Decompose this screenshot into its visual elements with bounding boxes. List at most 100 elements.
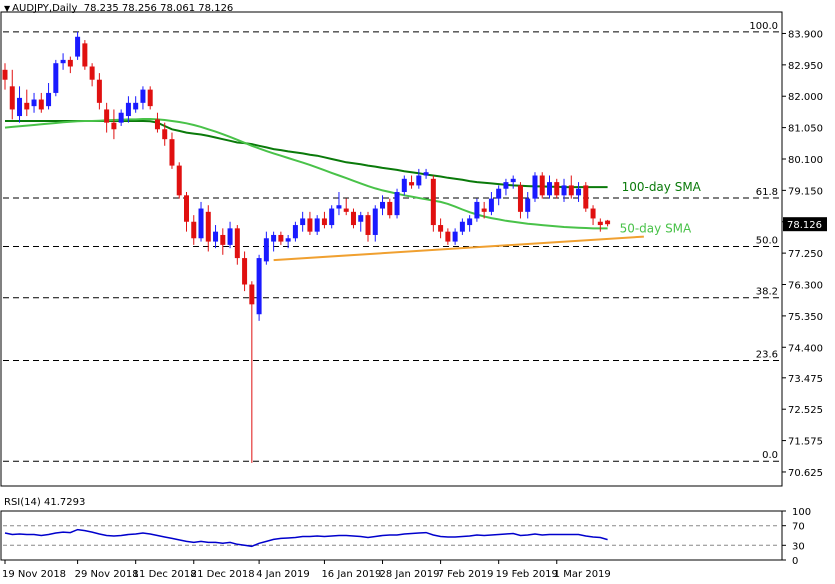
- rsi-y-tick-label: 0: [792, 556, 798, 567]
- candle-body: [321, 218, 327, 226]
- price-tag-label: 78.126: [787, 220, 822, 231]
- candle-body: [525, 198, 531, 212]
- sma50-annotation: 50-day SMA: [620, 221, 692, 235]
- candle-body: [488, 198, 494, 212]
- candle-body: [169, 139, 175, 166]
- close-value: 78.126: [198, 3, 234, 14]
- candle-body: [82, 43, 88, 67]
- y-tick-label: 79.150: [788, 186, 823, 197]
- x-tick-label: 28 Jan 2019: [380, 569, 440, 580]
- candle-body: [133, 102, 139, 110]
- candle-body: [2, 69, 8, 80]
- rsi-y-tick-label: 100: [792, 507, 811, 518]
- candle-body: [590, 208, 596, 219]
- candle-body: [496, 188, 502, 199]
- candle-body: [343, 208, 349, 212]
- x-tick-label: 29 Nov 2018: [75, 569, 139, 580]
- x-tick-label: 16 Jan 2019: [321, 569, 381, 580]
- candle-body: [474, 201, 480, 219]
- candle-body: [401, 178, 407, 193]
- candle-body: [242, 258, 248, 285]
- fib-level-label: 38.2: [756, 287, 778, 298]
- candle-body: [17, 97, 23, 117]
- candle-body: [104, 109, 110, 123]
- candle-body: [24, 102, 30, 110]
- rsi-panel-frame: [0, 510, 783, 561]
- candle-body: [314, 218, 320, 232]
- candle-body: [561, 185, 567, 196]
- candle-body: [227, 228, 233, 245]
- candle-body: [329, 208, 335, 226]
- fib-level-label: 0.0: [762, 450, 778, 461]
- candle-body: [67, 59, 73, 67]
- candle-body: [234, 228, 240, 259]
- candle-body: [576, 188, 582, 196]
- candle-body: [568, 185, 574, 196]
- y-tick-label: 82.950: [788, 61, 823, 72]
- candle-body: [53, 63, 59, 93]
- candle-body: [278, 234, 284, 242]
- candle-body: [409, 182, 415, 186]
- candle-body: [96, 79, 102, 103]
- rsi-y-tick-label: 30: [792, 541, 805, 552]
- y-tick-label: 81.050: [788, 124, 823, 135]
- candle-body: [292, 225, 298, 239]
- candle-body: [423, 172, 429, 176]
- candle-body: [481, 208, 487, 212]
- candle-body: [75, 36, 81, 57]
- y-tick-label: 75.350: [788, 312, 823, 323]
- candle-body: [336, 205, 342, 209]
- candle-body: [147, 89, 153, 107]
- y-tick-label: 83.900: [788, 29, 823, 40]
- candle-body: [205, 211, 211, 242]
- candle-body: [605, 220, 611, 225]
- candle-body: [510, 178, 516, 183]
- candle-body: [459, 221, 465, 232]
- x-tick-label: 7 Feb 2019: [438, 569, 494, 580]
- candle-body: [539, 175, 545, 196]
- candle-body: [467, 218, 473, 226]
- low-value: 78.061: [160, 3, 196, 14]
- candle-body: [350, 211, 356, 226]
- price-panel-frame: [0, 11, 783, 487]
- candle-body: [256, 258, 262, 315]
- y-tick-label: 73.475: [788, 374, 823, 385]
- rsi-header: RSI(14) 41.7293: [4, 497, 85, 508]
- rsi-value: 41.7293: [43, 497, 86, 508]
- candle-body: [198, 208, 204, 239]
- candle-body: [452, 231, 458, 242]
- candle-body: [46, 92, 52, 107]
- candle-body: [583, 185, 589, 209]
- y-tick-label: 74.400: [788, 343, 823, 354]
- support-trendline: [273, 235, 644, 262]
- candle-body: [416, 175, 422, 186]
- y-tick-label: 72.525: [788, 405, 823, 416]
- candle-body: [532, 175, 538, 199]
- chart-header: ▼ AUDJPY,Daily 78.235 78.256 78.061 78.12…: [4, 3, 233, 14]
- candle-body: [380, 201, 386, 209]
- candle-body: [213, 231, 219, 242]
- fib-level-label: 61.8: [756, 187, 778, 198]
- candle-body: [503, 182, 509, 189]
- rsi-line: [4, 528, 608, 548]
- collapse-triangle-icon[interactable]: ▼: [4, 4, 11, 13]
- candle-body: [554, 182, 560, 196]
- candle-body: [517, 185, 523, 212]
- candle-body: [365, 215, 371, 235]
- candle-body: [125, 102, 131, 117]
- y-tick-label: 71.575: [788, 437, 823, 448]
- symbol-label: AUDJPY,Daily: [12, 3, 78, 14]
- price-tag-box: [783, 217, 827, 232]
- candle-body: [176, 165, 182, 196]
- candle-body: [111, 122, 117, 130]
- candle-body: [307, 218, 313, 232]
- candle-body: [60, 59, 66, 64]
- candle-body: [9, 86, 15, 110]
- sma100-line: [5, 120, 608, 189]
- high-value: 78.256: [121, 3, 157, 14]
- x-tick-label: 1 Mar 2019: [554, 569, 611, 580]
- candle-body: [140, 89, 146, 103]
- candle-body: [118, 112, 124, 123]
- x-tick-label: 4 Jan 2019: [256, 569, 310, 580]
